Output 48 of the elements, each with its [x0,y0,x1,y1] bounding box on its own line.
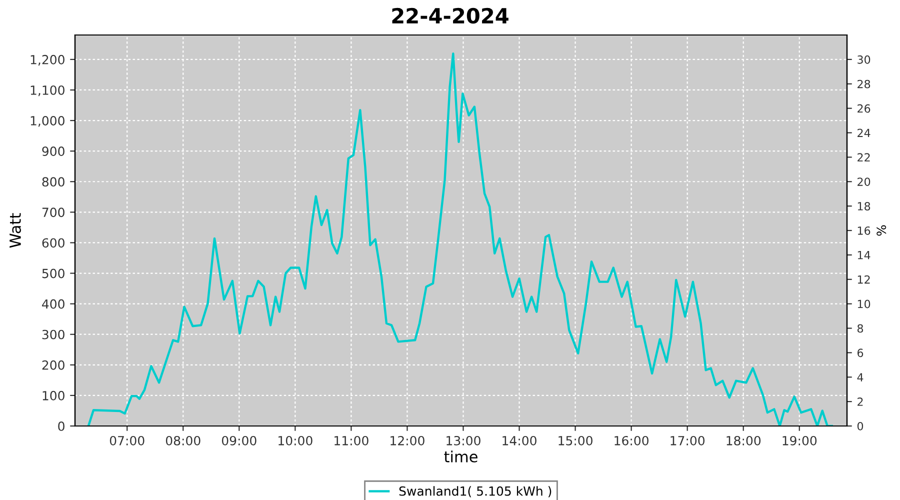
y2-tick-label: 6 [858,348,864,358]
y2-tick-label: 4 [857,373,864,382]
y-tick-label: 400 [42,299,64,309]
chart-title: 22-4-2024 [392,8,508,24]
x-tick-label: 13:00 [446,436,480,446]
y2-tick-label: 26 [858,104,870,113]
y2-tick-label: 30 [858,55,870,64]
y2-tick-label: 16 [858,226,870,235]
y2-tick-label: 2 [858,398,863,406]
y-tick-label: 700 [42,208,64,218]
y-tick-label: 800 [42,177,64,187]
line-series [87,52,833,426]
y2-axis-title: % [876,225,886,236]
x-tick-label: 11:00 [334,436,368,446]
x-tick-label: 15:00 [558,436,592,446]
legend-label: Swanland1( 5.105 kWh ) [399,486,552,498]
y2-tick-label: 8 [857,324,864,333]
y2-tick-label: 12 [858,275,870,284]
y2-tick-label: 22 [858,153,870,162]
y-tick-label: 300 [42,330,64,340]
x-tick-label: 19:00 [782,436,817,446]
y-tick-label: 0 [58,421,64,431]
x-tick-label: 18:00 [726,436,761,446]
y2-tick-label: 0 [857,422,864,430]
y2-tick-label: 10 [858,300,870,308]
y2-tick-label: 24 [858,128,870,137]
x-axis-title: time [444,450,478,462]
x-tick-label: 14:00 [502,436,536,446]
y-tick-label: 1,200 [30,54,64,66]
x-tick-label: 16:00 [614,436,648,446]
y-tick-label: 100 [42,390,64,400]
y2-tick-label: 14 [858,251,870,260]
x-tick-label: 07:00 [110,436,144,446]
y-tick-label: 1,100 [30,85,64,96]
y-tick-label: 900 [42,146,64,156]
y-tick-label: 500 [42,268,64,278]
y2-tick-label: 28 [858,80,870,88]
x-tick-label: 17:00 [670,436,705,446]
y2-tick-label: 20 [858,178,870,186]
x-tick-label: 12:00 [390,436,424,446]
y-axis-title: Watt [10,213,21,248]
y-tick-label: 200 [42,360,64,370]
x-tick-label: 10:00 [278,436,312,446]
y2-tick-label: 18 [858,202,870,210]
y-tick-label: 1,000 [30,116,64,127]
y-tick-label: 600 [42,238,64,248]
x-tick-label: 08:00 [166,436,200,446]
x-tick-label: 09:00 [222,436,256,446]
